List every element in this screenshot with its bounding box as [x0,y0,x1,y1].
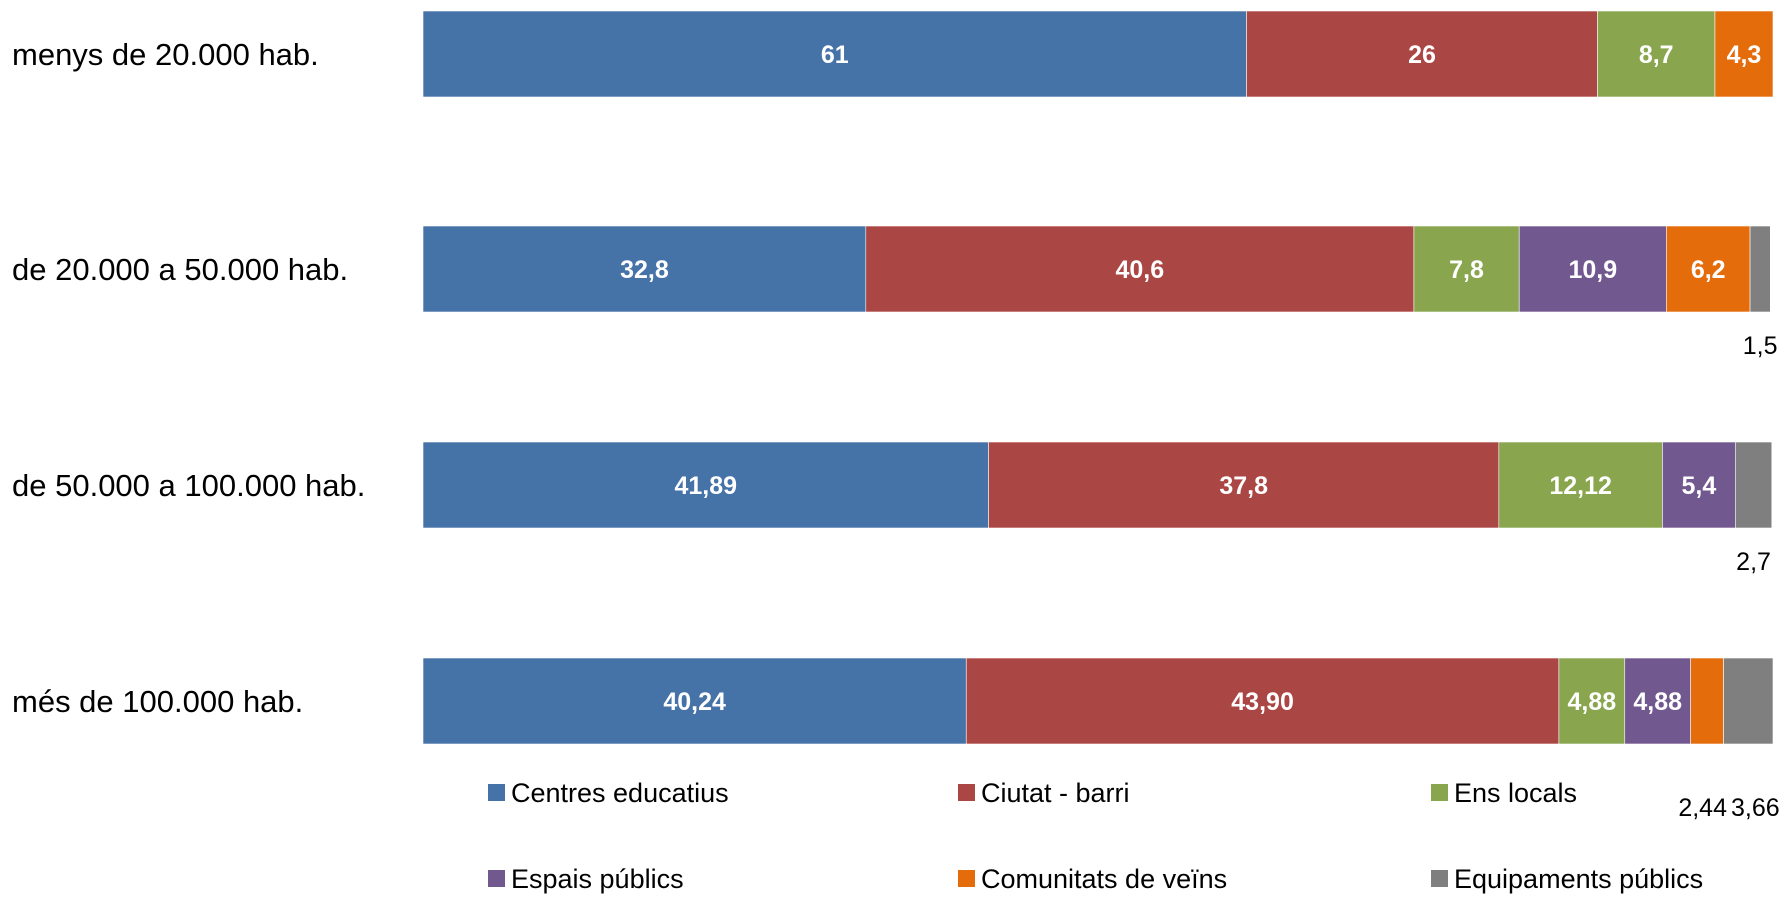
bar-segment-ens-locals [1413,225,1520,313]
data-label: 43,90 [1231,688,1294,716]
bar-segment-ens-locals [1558,657,1626,745]
bar-segment-equipaments-publics [1723,657,1774,745]
category-label: menys de 20.000 hab. [12,37,319,72]
data-label: 61 [821,41,849,69]
data-label: 32,8 [620,256,669,284]
category-label: de 20.000 a 50.000 hab. [12,252,348,287]
data-label: 41,89 [674,472,737,500]
data-label: 2,44 [1678,794,1727,822]
legend-swatch-ciutat-barri [958,784,975,801]
data-label: 5,4 [1682,472,1717,500]
data-label: 12,12 [1549,472,1612,500]
data-label: 2,7 [1736,548,1771,576]
bar-segment-ciutat-barri [865,225,1415,313]
legend-label-ciutat-barri: Ciutat - barri [981,778,1130,808]
category-labels: menys de 20.000 hab. de 20.000 a 50.000 h… [12,37,365,719]
bar-segment-ens-locals [1498,441,1663,529]
data-label: 40,24 [663,688,726,716]
category-label: de 50.000 a 100.000 hab. [12,468,365,503]
data-label: 37,8 [1219,472,1268,500]
legend-label-equipaments-publics: Equipaments públics [1454,864,1703,894]
data-label: 40,6 [1116,256,1165,284]
bar-segment-espais-publics [1518,225,1667,313]
bars [422,10,1774,745]
data-label: 4,88 [1567,688,1616,716]
bar-segment-comunitats-de-veins [1690,657,1724,745]
bar-segment-centres-educatius [422,10,1247,98]
category-label: més de 100.000 hab. [12,684,303,719]
legend-label-espais-publics: Espais públics [511,864,684,894]
bar-segment-equipaments-publics [1735,441,1773,529]
bar-segment-equipaments-publics [1749,225,1771,313]
bar-segment-centres-educatius [422,225,867,313]
data-label: 3,66 [1731,794,1780,822]
legend-swatch-comunitats-de-veins [958,870,975,887]
legend-label-centres-educatius: Centres educatius [511,778,729,808]
bar-segment-espais-publics [1624,657,1691,745]
bar-segment-centres-educatius [422,441,989,529]
data-label: 7,8 [1449,256,1484,284]
legend-swatch-espais-publics [488,870,505,887]
data-label: 26 [1408,41,1436,69]
data-label: 8,7 [1639,41,1674,69]
legend-label-comunitats-de-veins: Comunitats de veïns [981,864,1227,894]
bar-segment-centres-educatius [422,657,967,745]
legend-swatch-centres-educatius [488,784,505,801]
data-label: 4,3 [1727,41,1762,69]
bar-segment-ens-locals [1597,10,1716,98]
data-label: 4,88 [1633,688,1682,716]
bar-segment-ciutat-barri [965,657,1560,745]
data-label: 10,9 [1568,256,1617,284]
data-label: 6,2 [1691,256,1726,284]
bar-segment-comunitats-de-veins [1714,10,1774,98]
data-labels: 61 26 8,7 4,3 32,8 40,6 7,8 10,9 6,2 1,5 41,89 37,8… [620,41,1780,822]
legend-swatch-ens-locals [1431,784,1448,801]
bar-segment-espais-publics [1662,441,1736,529]
data-label: 1,5 [1743,332,1778,360]
bar-segment-comunitats-de-veins [1666,225,1751,313]
bar-segment-ciutat-barri [1246,10,1598,98]
legend-swatch-equipaments-publics [1431,870,1448,887]
legend: Centres educatius Ciutat - barri Ens local… [488,778,1703,894]
legend-label-ens-locals: Ens locals [1454,778,1577,808]
